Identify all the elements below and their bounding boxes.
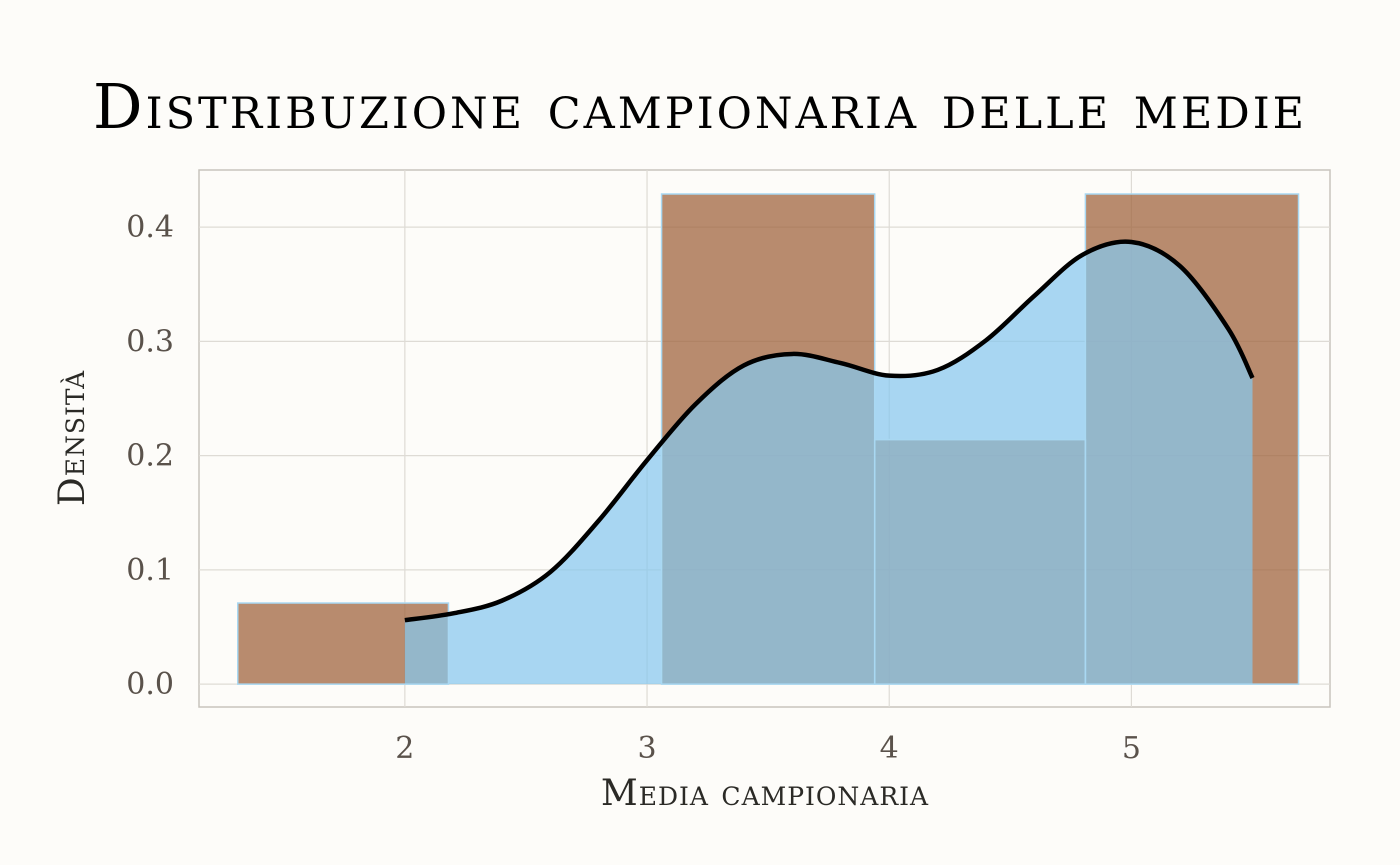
- y-tick-label-1: 0.1: [126, 553, 174, 588]
- y-tick-label-3: 0.3: [126, 324, 174, 359]
- x-axis-title: Media campionaria: [601, 773, 929, 814]
- y-tick-label-0: 0.0: [126, 667, 174, 702]
- histogram-bar-outline-4: [1084, 193, 1300, 685]
- histogram-bar-outline-0: [236, 602, 450, 685]
- density-area: [404, 241, 1253, 685]
- y-tick-label-4: 0.4: [126, 210, 174, 245]
- chart-title: Distribuzione campionaria delle medie: [93, 70, 1307, 143]
- x-tick-label-0: 2: [395, 731, 414, 766]
- x-tick-label-2: 4: [880, 731, 899, 766]
- x-tick-label-1: 3: [637, 731, 656, 766]
- x-axis-ticks: 2 3 4 5: [395, 731, 1141, 766]
- y-tick-label-2: 0.2: [126, 439, 174, 474]
- density-curve-group: [236, 193, 1300, 685]
- x-tick-label-3: 5: [1122, 731, 1141, 766]
- y-axis-ticks: 0.0 0.1 0.2 0.3 0.4: [126, 210, 174, 702]
- density-line: [404, 239, 1255, 623]
- y-axis-title: Densità: [52, 370, 93, 506]
